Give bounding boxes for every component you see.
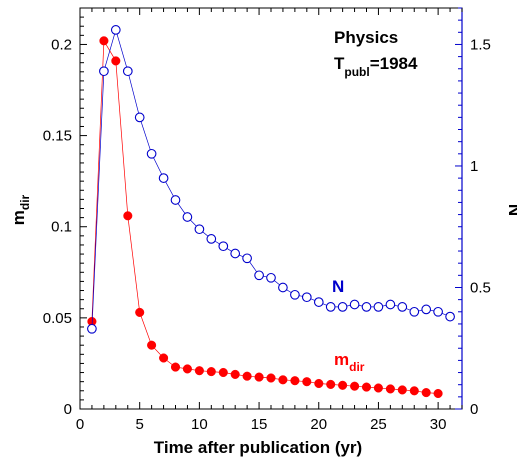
y-left-axis-ticks: 0 0.05 0.1 0.15 0.2 [43,7,87,418]
data-point-m-dir [135,307,145,317]
data-point-n [313,297,324,307]
data-point-n [170,195,181,205]
mdir-label-main: m [334,350,349,369]
data-point-m-dir [170,362,181,372]
data-point-m-dir [421,388,431,398]
data-point-n [409,306,420,317]
tpubl-sub: publ [344,65,369,79]
y-left-tick-label: 0.05 [43,310,72,327]
y-right-axis-title: N [505,204,517,216]
y-left-title-sub: dir [18,194,32,210]
data-point-m-dir [385,384,395,394]
x-axis-ticks: 0 5 10 15 20 25 30 [76,8,463,433]
data-point-n [325,302,336,312]
data-point-n [397,302,408,312]
data-point-m-dir [302,377,312,387]
mdir-label-sub: dir [349,360,365,374]
x-tick-label: 25 [370,416,387,433]
data-point-n [158,173,169,183]
data-point-m-dir [373,383,383,393]
data-point-n [134,112,145,123]
data-point-m-dir [350,381,360,391]
y-left-tick-label: 0.2 [51,36,72,53]
annotation-tpubl: Tpubl=1984 [334,54,418,79]
data-point-n [361,302,372,312]
x-axis-title: Time after publication (yr) [154,438,362,457]
x-tick-label: 0 [76,416,84,433]
data-point-n [433,306,443,317]
y-left-title-main: m [9,210,28,225]
data-point-m-dir [159,353,169,363]
y-left-axis-title: mdir [9,194,32,225]
data-point-n [421,304,432,315]
y-left-tick-label: 0.1 [51,219,72,236]
y-right-tick-label: 1.5 [470,36,491,53]
data-point-m-dir [338,380,348,390]
data-point-m-dir [218,367,228,378]
y-right-tick-label: 0.5 [470,279,491,296]
data-point-m-dir [111,56,121,66]
y-right-axis-ticks: 0 0.5 1 1.5 [455,7,491,418]
tpubl-value: =1984 [370,54,418,73]
data-point-m-dir [278,375,288,385]
series-line-m-dir [91,39,439,394]
data-point-n [254,270,264,281]
x-tick-label: 30 [430,416,447,433]
data-point-n [290,289,300,300]
data-point-n [110,25,121,35]
series-layer [87,25,455,399]
x-tick-label: 10 [191,416,208,433]
data-point-m-dir [361,382,372,392]
data-point-m-dir [254,372,264,382]
data-point-m-dir [99,36,109,46]
data-point-m-dir [290,376,300,386]
data-point-n [266,272,276,283]
y-left-tick-label: 0 [64,401,72,418]
data-point-m-dir [314,378,324,389]
data-point-m-dir [147,340,157,350]
x-tick-label: 20 [310,416,327,433]
data-point-n [206,234,217,244]
data-point-m-dir [194,366,204,376]
data-point-n [146,148,157,159]
data-point-n [445,311,455,322]
data-point-n [337,302,348,312]
data-point-m-dir [206,367,216,377]
series-label-N: N [332,277,344,296]
data-point-n [194,224,205,235]
data-point-n [349,299,360,310]
tpubl-prefix: T [334,54,345,73]
data-point-n [301,292,312,303]
x-tick-label: 5 [136,416,144,433]
data-point-n [218,241,229,252]
data-point-m-dir [409,386,419,396]
data-point-n [99,66,109,77]
data-point-m-dir [266,373,276,383]
data-point-n [385,299,396,310]
series-line-n [91,28,451,329]
data-point-n [230,248,241,259]
data-point-m-dir [326,379,336,389]
data-point-n [278,282,288,293]
y-left-tick-label: 0.15 [43,128,72,145]
data-point-n [242,253,252,264]
series-label-mdir: mdir [334,350,365,374]
data-point-m-dir [397,385,407,395]
data-point-m-dir [242,371,252,381]
data-point-n [87,323,97,334]
data-point-n [122,66,133,77]
data-point-m-dir [230,369,240,379]
data-point-m-dir [433,388,443,399]
x-tick-label: 15 [251,416,268,433]
y-right-tick-label: 0 [470,401,478,418]
y-right-tick-label: 1 [470,158,478,175]
data-point-n [373,302,384,312]
data-point-n [182,212,193,222]
data-point-m-dir [123,211,133,221]
annotation-field: Physics [334,28,398,47]
data-point-m-dir [182,364,192,374]
